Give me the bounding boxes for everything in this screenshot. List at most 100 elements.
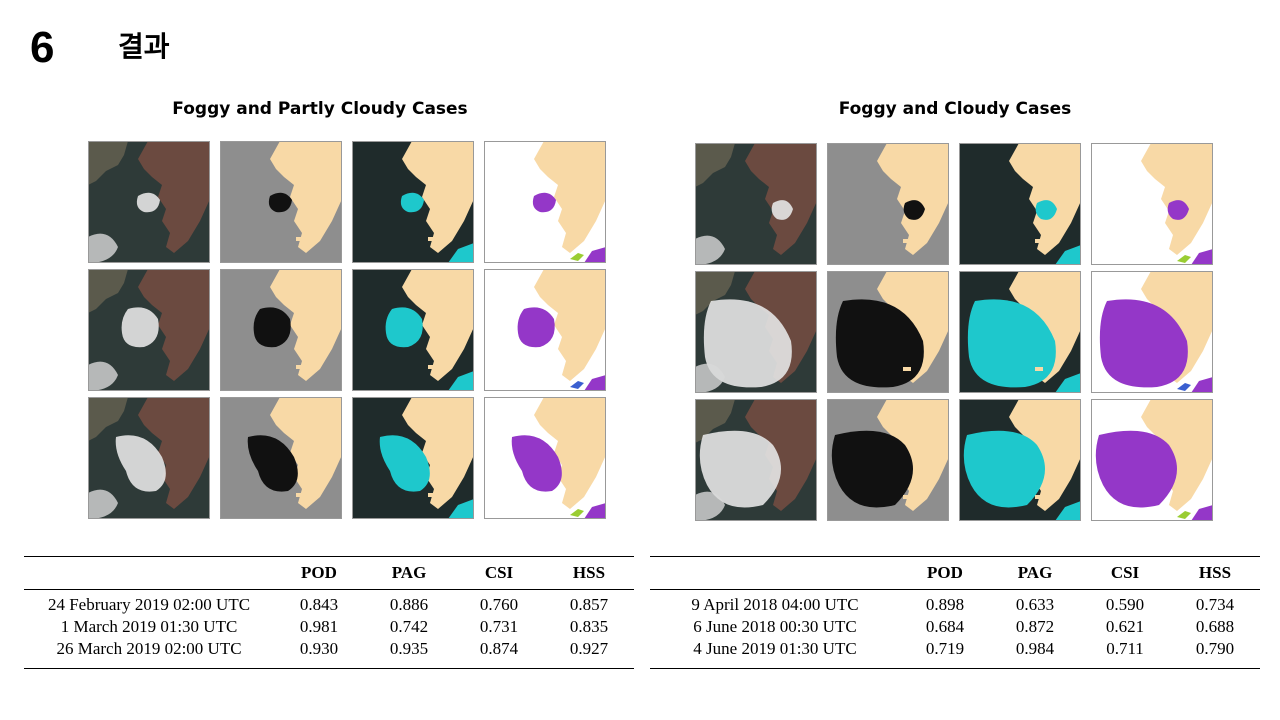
table-cell: 0.843 [299,595,339,614]
table-cell: 0.621 [1105,617,1145,636]
left-score-table: POD PAG CSI HSS 24 February 2019 02:00 U… [24,556,634,669]
satellite-image-tile [1091,271,1213,393]
satellite-image-tile [959,399,1081,521]
satellite-image-tile [695,399,817,521]
table-cell: 24 February 2019 02:00 UTC [47,595,251,614]
left-panel-title: Foggy and Partly Cloudy Cases [172,99,468,119]
satellite-image-tile [484,397,606,519]
table-cell: 0.984 [1015,639,1055,658]
image-tile [827,143,949,265]
table-header: HSS [1198,563,1232,582]
table-cell: 0.760 [479,595,519,614]
left-image-grid [88,141,606,519]
image-tile [1091,143,1213,265]
table-cell: 9 April 2018 04:00 UTC [691,595,859,614]
image-tile [1091,399,1213,521]
table-cell: 0.935 [389,639,429,658]
right-score-table: POD PAG CSI HSS 9 April 2018 04:00 UTC 0… [650,556,1260,669]
image-tile [695,143,817,265]
table-row: 26 March 2019 02:00 UTC 0.930 0.935 0.87… [24,638,634,669]
image-tile [220,141,342,263]
table-cell: 0.835 [569,617,609,636]
table-cell: 0.872 [1015,617,1055,636]
table-cell: 0.874 [479,639,519,658]
table-cell: 26 March 2019 02:00 UTC [56,639,242,658]
satellite-image-tile [827,399,949,521]
image-tile [484,397,606,519]
table-cell: 6 June 2018 00:30 UTC [693,617,857,636]
image-tile [352,269,474,391]
table-cell: 0.688 [1195,617,1235,636]
table-header-row: POD PAG CSI HSS [650,557,1260,590]
satellite-image-tile [959,271,1081,393]
table-header-row: POD PAG CSI HSS [24,557,634,590]
table-header: POD [301,563,337,582]
table-cell: 0.981 [299,617,339,636]
table-header: POD [927,563,963,582]
satellite-image-tile [352,269,474,391]
satellite-image-tile [484,141,606,263]
image-tile [959,271,1081,393]
satellite-image-tile [827,271,949,393]
table-header: HSS [572,563,606,582]
satellite-image-tile [220,397,342,519]
right-image-grid [695,143,1213,521]
right-panel-title: Foggy and Cloudy Cases [838,99,1072,119]
satellite-image-tile [220,141,342,263]
image-tile [88,269,210,391]
table-cell: 0.731 [479,617,519,636]
image-tile [1091,271,1213,393]
satellite-image-tile [695,271,817,393]
table-cell: 4 June 2019 01:30 UTC [693,639,857,658]
image-tile [352,397,474,519]
table-row: 24 February 2019 02:00 UTC 0.843 0.886 0… [24,590,634,617]
image-tile [695,271,817,393]
table-row: 4 June 2019 01:30 UTC 0.719 0.984 0.711 … [650,638,1260,669]
section-number: 6 [30,23,55,72]
satellite-image-tile [88,141,210,263]
image-tile [959,399,1081,521]
table-cell: 0.711 [1106,639,1144,658]
table-cell: 0.886 [389,595,429,614]
image-tile [220,397,342,519]
satellite-image-tile [352,397,474,519]
satellite-image-tile [88,269,210,391]
image-tile [484,141,606,263]
table-row: 1 March 2019 01:30 UTC 0.981 0.742 0.731… [24,616,634,638]
image-tile [220,269,342,391]
satellite-image-tile [88,397,210,519]
table-header: PAG [391,563,427,582]
satellite-image-tile [1091,399,1213,521]
image-tile [695,399,817,521]
satellite-image-tile [959,143,1081,265]
table-cell: 0.719 [925,639,965,658]
table-row: 9 April 2018 04:00 UTC 0.898 0.633 0.590… [650,590,1260,617]
image-tile [352,141,474,263]
satellite-image-tile [484,269,606,391]
table-header: CSI [484,563,514,582]
image-tile [88,397,210,519]
satellite-image-tile [220,269,342,391]
table-header: CSI [1110,563,1140,582]
table-cell: 0.898 [925,595,965,614]
table-row: 6 June 2018 00:30 UTC 0.684 0.872 0.621 … [650,616,1260,638]
image-tile [827,271,949,393]
satellite-image-tile [352,141,474,263]
satellite-image-tile [827,143,949,265]
table-cell: 0.930 [299,639,339,658]
table-cell: 0.633 [1015,595,1055,614]
table-header: PAG [1017,563,1053,582]
table-cell: 0.790 [1195,639,1235,658]
table-cell: 0.742 [389,617,429,636]
image-tile [959,143,1081,265]
image-tile [484,269,606,391]
table-header [24,557,274,590]
table-cell: 0.857 [569,595,609,614]
table-cell: 0.734 [1195,595,1235,614]
satellite-image-tile [695,143,817,265]
table-cell: 0.684 [925,617,965,636]
table-cell: 1 March 2019 01:30 UTC [60,617,238,636]
table-cell: 0.590 [1105,595,1145,614]
section-title: 결과 [118,30,170,63]
image-tile [827,399,949,521]
